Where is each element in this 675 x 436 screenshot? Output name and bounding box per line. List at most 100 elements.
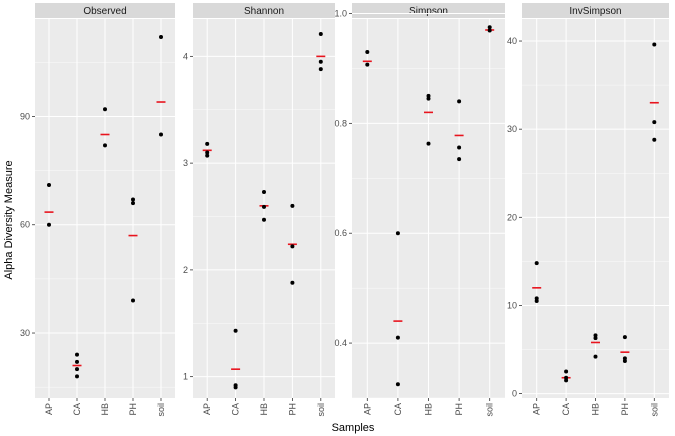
y-tick-label: 2 [183,265,188,275]
y-tick-label: 0.6 [334,228,347,238]
data-point-soil [318,67,323,72]
x-axis-title: Samples [332,422,375,434]
facet-shannon: Shannon 1 2 3 4 AP CA HB PH soil [183,3,335,417]
x-tick-label: AP [532,403,542,415]
x-tick-label: soil [485,403,495,417]
y-tick-label: 3 [183,158,188,168]
facet-simpson: Simpson 0.4 0.6 0.8 1.0 AP CA HB PH soil [334,3,505,417]
data-point-ca [564,369,569,374]
y-tick-label: 10 [507,300,517,310]
x-tick-label: soil [649,403,659,417]
y-tick-label: 40 [507,36,517,46]
facet-title: Simpson [409,6,448,17]
x-tick-label: soil [156,403,166,417]
y-tick-label: 90 [20,111,30,121]
y-tick-label: 0 [512,389,517,399]
data-point-ca [233,385,238,390]
data-point-soil [159,35,163,40]
data-point-ca [75,367,79,372]
data-point-ap [205,150,210,155]
facet-strip [522,3,669,18]
data-point-soil [159,132,163,137]
facet-strip [35,3,175,18]
y-tick-label: 1.0 [334,9,347,19]
data-point-ph [290,280,295,285]
facet-strip [352,3,505,18]
data-point-soil [652,42,657,47]
data-point-hb [262,204,266,209]
data-point-ca [395,335,400,340]
data-point-ap [47,183,51,188]
data-point-hb [103,143,107,148]
data-point-ph [622,358,627,363]
data-point-ca [395,382,400,387]
facet-title: Shannon [244,6,284,17]
y-tick-label: 4 [183,51,188,61]
data-point-ca [233,328,238,333]
data-point-ph [290,203,295,208]
x-tick-label: CA [393,403,403,416]
data-point-hb [262,189,266,194]
data-point-hb [262,217,266,222]
x-tick-label: CA [72,403,82,416]
data-point-soil [318,31,323,36]
data-point-ap [534,299,539,304]
data-point-hb [426,93,431,98]
x-tick-label: HB [591,403,601,416]
data-point-soil [487,28,492,33]
facet-title: InvSimpson [569,6,621,17]
data-point-ca [564,378,569,383]
facet-invsimpson: InvSimpson 0 10 20 30 40 AP CA HB PH soil [507,3,669,417]
data-point-soil [318,59,323,64]
x-tick-label: AP [362,403,372,415]
x-tick-label: HB [100,403,110,416]
data-point-soil [652,137,657,142]
x-tick-label: HB [424,403,434,416]
facet-title: Observed [83,6,126,17]
y-tick-label: 60 [20,220,30,230]
x-tick-label: CA [561,403,571,416]
x-tick-label: PH [454,403,464,416]
x-tick-label: PH [287,403,297,416]
data-point-ph [457,145,462,150]
facet-panels: Observed 30 60 90 AP CA HB PH soil Shannon 1 2 3 4 AP C… [20,3,669,417]
x-tick-label: AP [44,403,54,415]
data-point-ph [457,99,462,104]
y-tick-label: 0.4 [334,338,347,348]
x-tick-label: soil [316,403,326,417]
data-point-ap [365,62,370,67]
data-point-ph [131,201,135,206]
x-tick-label: AP [202,403,212,415]
data-point-ca [75,359,79,364]
y-tick-label: 20 [507,212,517,222]
facet-strip [193,3,335,18]
y-tick-label: 0.8 [334,118,347,128]
data-point-ap [205,141,210,146]
data-point-ph [131,298,135,303]
data-point-hb [103,107,107,112]
data-point-ca [75,374,79,379]
data-point-ca [395,231,400,236]
facet-observed: Observed 30 60 90 AP CA HB PH soil [20,3,175,417]
data-point-ap [365,49,370,54]
data-point-ph [457,157,462,162]
data-point-hb [593,336,598,341]
y-tick-label: 1 [183,372,188,382]
data-point-ph [290,244,295,249]
y-tick-label: 30 [20,328,30,338]
data-point-soil [652,120,657,125]
x-tick-label: PH [620,403,630,416]
x-tick-label: PH [128,403,138,416]
x-tick-label: CA [231,403,241,416]
data-point-hb [426,141,431,146]
y-axis-title: Alpha Diversity Measure [3,160,15,279]
data-point-ap [47,222,51,227]
data-point-hb [426,96,431,101]
data-point-hb [593,354,598,359]
y-tick-label: 30 [507,124,517,134]
data-point-ca [75,352,79,357]
data-point-ap [205,153,210,158]
data-point-ph [131,197,135,202]
data-point-ap [534,261,539,266]
